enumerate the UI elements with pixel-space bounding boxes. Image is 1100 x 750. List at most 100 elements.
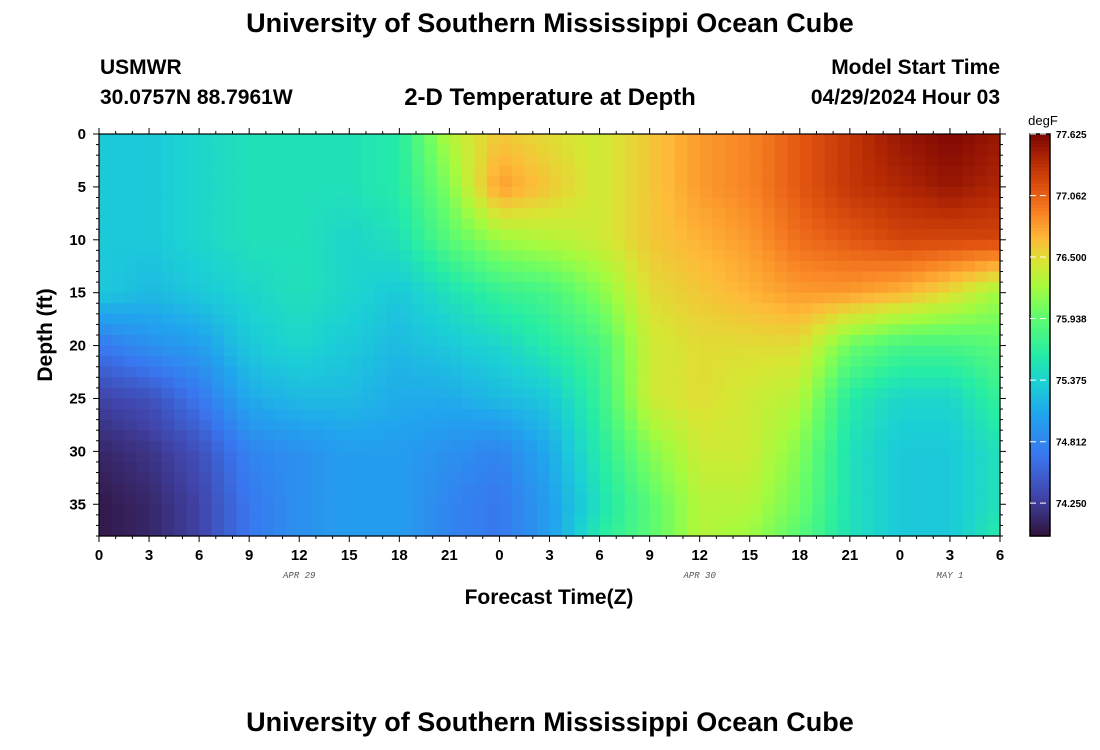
heatmap-cell [536, 493, 551, 505]
heatmap-cell [399, 493, 413, 505]
heatmap-cell [486, 229, 501, 241]
heatmap-cell [199, 430, 213, 442]
heatmap-cell [461, 282, 476, 294]
heatmap-cell [612, 377, 626, 389]
heatmap-cell [674, 409, 688, 421]
colorbar-band [1030, 271, 1050, 276]
heatmap-cell [336, 197, 350, 209]
heatmap-cell [174, 229, 188, 241]
heatmap-cell [149, 292, 163, 304]
heatmap-cell [887, 313, 901, 326]
heatmap-cell [261, 461, 275, 474]
heatmap-cell [712, 451, 726, 463]
heatmap-cell [587, 155, 601, 167]
heatmap-cell [224, 366, 238, 378]
heatmap-cell [511, 324, 526, 336]
heatmap-cell [687, 483, 701, 495]
heatmap-cell [787, 451, 801, 463]
heatmap-cell [449, 239, 463, 251]
heatmap-cell [687, 525, 701, 537]
heatmap-cell [737, 356, 751, 368]
heatmap-cell [299, 313, 313, 326]
heatmap-cell [424, 377, 438, 389]
heatmap-cell [762, 155, 776, 167]
heatmap-cell [774, 451, 788, 463]
heatmap-cell [749, 229, 763, 241]
heatmap-cell [486, 186, 501, 199]
heatmap-cell [574, 239, 588, 251]
heatmap-cell [712, 377, 726, 389]
heatmap-cell [449, 292, 463, 304]
heatmap-cell [524, 250, 538, 262]
heatmap-cell [211, 197, 225, 209]
heatmap-cell [974, 292, 989, 304]
heatmap-cell [974, 461, 989, 474]
heatmap-cell [724, 144, 738, 156]
heatmap-cell [974, 134, 989, 146]
heatmap-cell [912, 250, 926, 262]
heatmap-cell [562, 514, 576, 527]
heatmap-cell [411, 229, 425, 241]
heatmap-cell [486, 419, 501, 431]
heatmap-cell [199, 208, 213, 220]
heatmap-cell [774, 292, 788, 304]
heatmap-cell [499, 387, 513, 400]
heatmap-cell [186, 493, 200, 505]
heatmap-cell [399, 366, 413, 378]
heatmap-cell [186, 144, 200, 156]
heatmap-cell [637, 292, 651, 304]
heatmap-cell [299, 176, 313, 188]
heatmap-cell [486, 313, 501, 326]
heatmap-cell [574, 208, 588, 220]
heatmap-cell [749, 387, 763, 400]
heatmap-cell [762, 377, 776, 389]
heatmap-cell [774, 366, 788, 378]
heatmap-cell [812, 155, 826, 167]
heatmap-cell [549, 250, 563, 262]
heatmap-cell [824, 377, 838, 389]
heatmap-cell [424, 176, 438, 188]
heatmap-cell [812, 324, 826, 336]
heatmap-cell [236, 440, 250, 452]
x-tick-label: 3 [545, 547, 553, 564]
heatmap-cell [386, 514, 400, 527]
heatmap-cell [174, 144, 188, 156]
heatmap-cell [324, 176, 338, 188]
heatmap-cell [649, 366, 663, 378]
heatmap-cell [637, 356, 651, 368]
colorbar-band [1030, 355, 1050, 360]
heatmap-cell [399, 229, 413, 241]
heatmap-cell [974, 335, 989, 347]
heatmap-cell [737, 271, 751, 283]
heatmap-cell [311, 483, 325, 495]
heatmap-cell [924, 197, 939, 209]
heatmap-cell [799, 493, 813, 505]
heatmap-cell [687, 239, 701, 251]
heatmap-cell [349, 260, 363, 273]
heatmap-cell [286, 366, 300, 378]
heatmap-cell [624, 165, 638, 177]
heatmap-cell [562, 324, 576, 336]
heatmap-cell [361, 398, 375, 410]
heatmap-cell [974, 282, 989, 294]
heatmap-cell [562, 186, 576, 199]
heatmap-cell [261, 451, 275, 463]
heatmap-cell [111, 165, 125, 177]
heatmap-cell [336, 134, 350, 146]
heatmap-cell [699, 324, 713, 336]
x-tick-label: 12 [291, 547, 308, 564]
heatmap-cell [649, 260, 663, 273]
heatmap-cell [662, 345, 676, 357]
heatmap-cell [124, 197, 138, 209]
heatmap-cell [111, 134, 125, 146]
heatmap-cell [299, 525, 313, 537]
heatmap-cell [662, 483, 676, 495]
heatmap-cell [799, 461, 813, 474]
heatmap-cell [687, 271, 701, 283]
heatmap-cell [99, 303, 113, 315]
x-tick-label: 9 [245, 547, 253, 564]
heatmap-cell [824, 366, 838, 378]
heatmap-cell [662, 313, 676, 326]
heatmap-cell [174, 260, 188, 273]
heatmap-cell [511, 366, 526, 378]
